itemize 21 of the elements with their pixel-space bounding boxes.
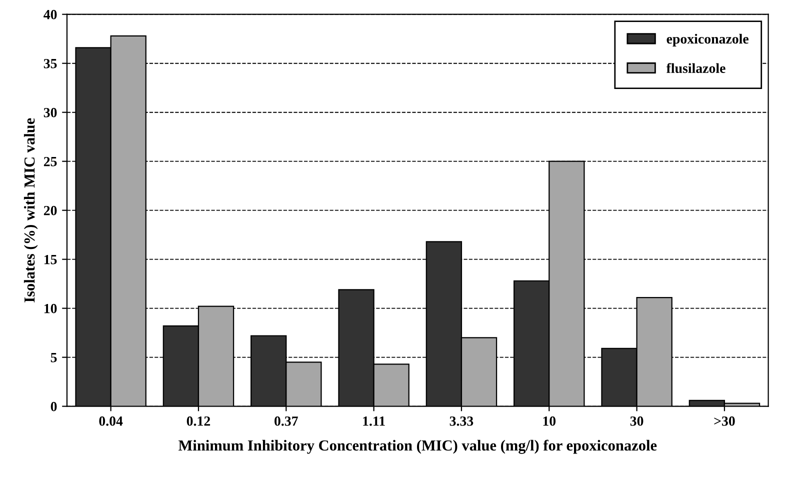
y-tick-label: 40 <box>44 10 57 20</box>
x-tick-label: 1.11 <box>363 416 385 426</box>
y-tick-label: 25 <box>44 156 57 166</box>
x-tick-label: 0.37 <box>274 416 298 426</box>
x-tick-label: 30 <box>630 416 644 426</box>
y-tick-label: 20 <box>44 206 57 216</box>
legend-label: epoxiconazole <box>666 34 748 46</box>
y-tick-label: 35 <box>44 58 57 68</box>
x-tick-label: 0.04 <box>99 416 123 426</box>
y-tick-label: 10 <box>44 304 57 314</box>
y-tick-label: 0 <box>50 402 57 412</box>
y-tick-label: 30 <box>44 108 57 118</box>
x-tick-label: 0.12 <box>186 416 210 426</box>
y-tick-label: 15 <box>44 254 57 264</box>
y-axis-title: Isolates (%) with MIC value <box>24 118 38 302</box>
x-tick-label: 3.33 <box>450 416 474 426</box>
x-axis-title: Minimum Inhibitory Concentration (MIC) value (mg/l) for epoxiconazole <box>178 440 657 454</box>
x-tick-label: >30 <box>714 416 735 426</box>
legend-label: flusilazole <box>666 63 726 74</box>
y-tick-label: 5 <box>50 353 57 362</box>
x-tick-label: 10 <box>543 416 556 426</box>
